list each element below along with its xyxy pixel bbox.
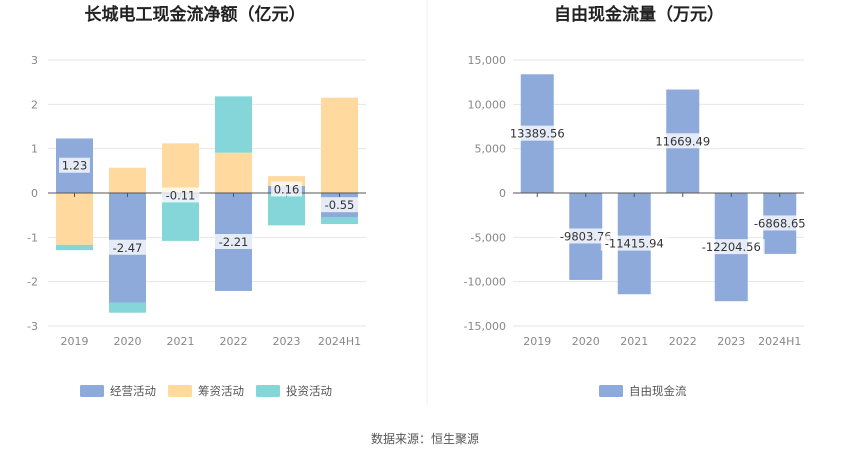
legend-label: 筹资活动	[198, 384, 244, 398]
y-tick-label: 0	[499, 187, 506, 200]
data-label-bg	[214, 233, 253, 249]
bar-筹资活动	[215, 152, 252, 193]
data-label-bg	[59, 157, 90, 173]
legend-swatch-经营活动	[80, 385, 104, 397]
y-tick-label: 2	[31, 98, 38, 111]
y-tick-label: 3	[31, 54, 38, 67]
data-label: -0.11	[166, 188, 196, 202]
y-tick-label: -15,000	[464, 320, 506, 333]
data-label-bg	[652, 133, 713, 149]
x-tick-label: 2022	[220, 335, 248, 348]
data-label-bg	[271, 181, 302, 197]
data-label-bg	[555, 228, 616, 244]
legend-label: 经营活动	[110, 384, 156, 398]
y-tick-label: 10,000	[468, 98, 507, 111]
data-label-bg	[507, 125, 568, 141]
y-tick-label: -1	[27, 231, 38, 244]
x-tick-label: 2021	[167, 335, 195, 348]
y-tick-label: 15,000	[468, 54, 507, 67]
data-label: -12204.56	[702, 240, 761, 254]
bar-筹资活动	[321, 97, 358, 193]
bar-投资活动	[162, 197, 199, 241]
y-tick-label: -5,000	[471, 231, 506, 244]
bar-筹资活动	[109, 167, 146, 193]
x-tick-label: 2023	[273, 335, 301, 348]
bar-投资活动	[215, 96, 252, 153]
y-tick-label: 5,000	[475, 143, 507, 156]
data-label: -11415.94	[605, 237, 664, 251]
x-tick-label: 2021	[620, 335, 648, 348]
y-tick-label: -2	[27, 276, 38, 289]
data-label-bg	[161, 187, 200, 203]
data-label-bg	[600, 235, 668, 251]
y-tick-label: -3	[27, 320, 38, 333]
legend-swatch-筹资活动	[168, 385, 192, 397]
bar-投资活动	[268, 193, 305, 226]
y-tick-label: 0	[31, 187, 38, 200]
bar-投资活动	[56, 244, 93, 251]
legend-swatch-自由现金流	[599, 385, 623, 397]
data-label-bg	[108, 239, 147, 255]
data-label: 13389.56	[510, 127, 565, 141]
data-label: 1.23	[62, 159, 88, 173]
x-tick-label: 2020	[114, 335, 142, 348]
x-tick-label: 2022	[669, 335, 697, 348]
data-label-bg	[749, 215, 810, 231]
data-label-bg	[697, 239, 765, 255]
bar-投资活动	[321, 217, 358, 225]
legend-label: 投资活动	[286, 384, 332, 398]
x-tick-label: 2020	[572, 335, 600, 348]
data-label: -0.55	[325, 198, 355, 212]
data-label: 0.16	[274, 182, 300, 196]
data-label: -2.47	[113, 241, 143, 255]
y-tick-label: 1	[31, 143, 38, 156]
x-tick-label: 2024H1	[758, 335, 801, 348]
bar-筹资活动	[56, 193, 93, 245]
bar-筹资活动	[268, 176, 305, 186]
legend-label: 自由现金流	[629, 384, 687, 398]
data-label: -6868.65	[754, 216, 806, 230]
data-label: -2.21	[219, 235, 249, 249]
data-label: 11669.49	[655, 134, 710, 148]
chart-title: 长城电工现金流净额（亿元）	[85, 4, 306, 25]
chart-title: 自由现金流量（万元）	[554, 4, 724, 25]
bar-投资活动	[109, 302, 146, 313]
x-tick-label: 2019	[523, 335, 551, 348]
x-tick-label: 2023	[717, 335, 745, 348]
legend-swatch-投资活动	[256, 385, 280, 397]
data-source-text: 数据来源：恒生聚源	[371, 431, 479, 446]
bar-筹资活动	[162, 143, 199, 193]
data-label-bg	[320, 197, 359, 213]
x-tick-label: 2019	[61, 335, 89, 348]
y-tick-label: -10,000	[464, 276, 506, 289]
data-label: -9803.76	[560, 229, 612, 243]
x-tick-label: 2024H1	[318, 335, 361, 348]
